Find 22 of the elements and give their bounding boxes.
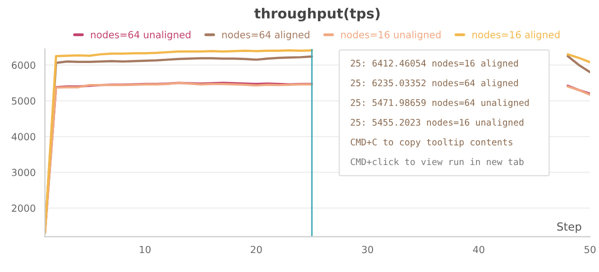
x-tick-label: 40 — [473, 246, 484, 254]
legend-label: nodes=16 unaligned — [341, 30, 441, 40]
annotation: 25: 6412.46054 nodes=16 aligned — [350, 60, 518, 68]
x-tick-label: 20 — [250, 246, 262, 254]
annotation: 25: 5455.2023 nodes=16 unaligned — [350, 118, 524, 128]
annotation: CMD+click to view run in new tab — [350, 158, 524, 166]
y-tick-label: 2000 — [12, 204, 36, 212]
annotation: CMD+C to copy tooltip contents — [350, 138, 512, 148]
x-tick-label: 30 — [362, 246, 374, 254]
y-tick-label: 3000 — [12, 168, 36, 176]
y-tick-label: 4000 — [12, 133, 36, 140]
legend-label: nodes=64 aligned — [222, 30, 310, 40]
x-tick-label: 50 — [584, 246, 596, 254]
x-tick-label: 10 — [140, 246, 151, 254]
annotation: 25: 5471.98659 nodes=64 unaligned — [350, 98, 529, 108]
x-axis-title: Step — [557, 222, 582, 233]
y-tick-label: 5000 — [12, 97, 36, 105]
y-tick-label: 6000 — [12, 62, 36, 69]
legend-label: nodes=64 unaligned — [91, 30, 190, 40]
annotation: 25: 6235.03352 nodes=64 aligned — [350, 79, 518, 88]
chart-title: throughput(tps) — [254, 8, 380, 22]
legend-label: nodes=16 aligned — [472, 30, 560, 40]
